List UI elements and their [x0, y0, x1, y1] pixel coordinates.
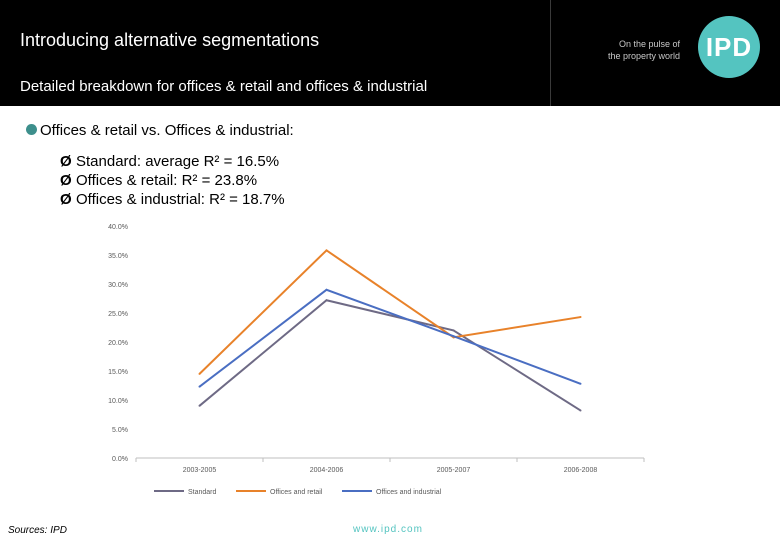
legend-label: Standard — [188, 489, 217, 496]
arrow-bullet-icon: Ø — [60, 153, 72, 170]
main-bullet: Offices & retail vs. Offices & industria… — [26, 122, 294, 139]
x-tick-label: 2004-2006 — [310, 467, 344, 474]
series-line — [198, 249, 581, 375]
main-bullet-text: Offices & retail vs. Offices & industria… — [40, 122, 294, 139]
legend-label: Offices and industrial — [376, 489, 442, 496]
data-point: Offices and industrial 2006-2008: 12.8% — [579, 382, 582, 385]
arrow-bullet-icon: Ø — [60, 191, 72, 208]
y-tick-label: 10.0% — [108, 398, 128, 405]
data-point: Standard 2003-2005: 9% — [198, 404, 201, 407]
bullet-dot-icon — [26, 124, 37, 135]
logo-text: IPD — [705, 32, 753, 62]
header-divider — [550, 0, 551, 106]
data-point: Offices and retail 2003-2005: 14.5% — [198, 372, 201, 375]
tagline-line-1: On the pulse of — [618, 39, 680, 49]
y-tick-label: 15.0% — [108, 369, 128, 376]
sub-bullet-text: Offices & industrial: R² = 18.7% — [76, 191, 285, 208]
data-point: Standard 2006-2008: 8.2% — [579, 409, 582, 412]
y-tick-label: 25.0% — [108, 311, 128, 318]
sub-bullet-list: Ø Standard: average R² = 16.5% Ø Offices &… — [60, 152, 285, 209]
legend-label: Offices and retail — [270, 489, 323, 496]
line-chart: 0.0% 5.0% 10.0% 15.0% 20.0% 25.0% 30.0% 35.0% 40… — [108, 224, 645, 496]
series-line — [198, 299, 582, 412]
y-tick-label: 30.0% — [108, 282, 128, 289]
y-tick-label: 20.0% — [108, 340, 128, 347]
data-point: Standard 2005-2007: 22% — [452, 329, 455, 332]
sub-bullet-item: Ø Offices & industrial: R² = 18.7% — [60, 190, 285, 209]
tagline: On the pulse of the property world — [580, 38, 680, 62]
arrow-bullet-icon: Ø — [60, 172, 72, 189]
data-point: Offices and industrial 2003-2005: 12.3% — [198, 385, 201, 388]
ipd-logo: IPD — [698, 16, 760, 78]
slide-subtitle: Detailed breakdown for offices & retail … — [20, 78, 428, 95]
y-tick-label: 35.0% — [108, 253, 128, 260]
data-point: Offices and retail 2004-2006: 35.8% — [325, 249, 328, 252]
sub-bullet-item: Ø Offices & retail: R² = 23.8% — [60, 171, 285, 190]
header-bar: Introducing alternative segmentations De… — [0, 0, 780, 106]
sources-note: Sources: IPD — [8, 525, 67, 536]
slide-title: Introducing alternative segmentations — [20, 30, 320, 50]
y-tick-label: 40.0% — [108, 224, 128, 231]
y-tick-label: 5.0% — [112, 427, 128, 434]
data-point: Offices and retail 2006-2008: 24.3% — [579, 316, 582, 319]
tagline-line-2: the property world — [607, 51, 680, 61]
y-tick-label: 0.0% — [112, 456, 128, 463]
data-point: Offices and industrial 2004-2006: 29% — [325, 288, 328, 291]
sub-bullet-item: Ø Standard: average R² = 16.5% — [60, 152, 285, 171]
series-line — [198, 288, 581, 388]
x-tick-label: 2003-2005 — [183, 467, 217, 474]
sub-bullet-text: Standard: average R² = 16.5% — [76, 153, 280, 170]
data-point: Standard 2004-2006: 27.2% — [325, 299, 328, 302]
x-tick-label: 2006-2008 — [564, 467, 598, 474]
sub-bullet-text: Offices & retail: R² = 23.8% — [76, 172, 258, 189]
data-point: Offices and industrial 2005-2007: 21% — [452, 335, 455, 338]
website-link[interactable]: www.ipd.com — [353, 524, 423, 535]
x-tick-label: 2005-2007 — [437, 467, 471, 474]
